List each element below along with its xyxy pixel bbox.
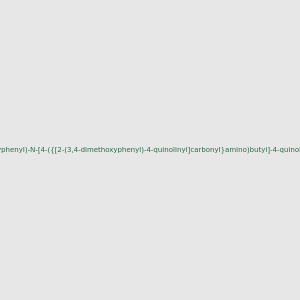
Text: 2-(3,4-dimethoxyphenyl)-N-[4-({[2-(3,4-dimethoxyphenyl)-4-quinolinyl]carbonyl}am: 2-(3,4-dimethoxyphenyl)-N-[4-({[2-(3,4-d… (0, 147, 300, 153)
